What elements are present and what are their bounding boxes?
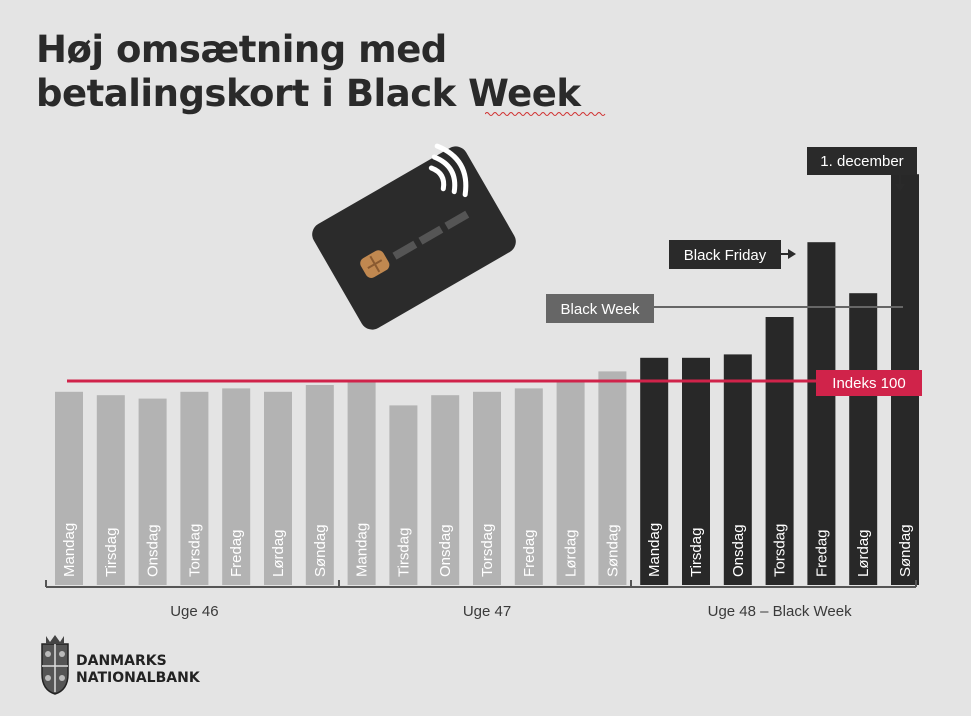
bar-label-9: Onsdag <box>437 524 454 577</box>
title-line-2: betalingskort i Black Week <box>36 72 581 115</box>
black-week-label: Black Week <box>561 301 640 318</box>
payment-card-icon <box>312 143 516 330</box>
bar-label-17: Torsdag <box>772 524 789 577</box>
bar-label-5: Lørdag <box>270 529 287 577</box>
bar-9 <box>431 395 460 585</box>
spellcheck-underline <box>485 112 606 116</box>
bar-label-16: Onsdag <box>730 524 747 577</box>
bar-18 <box>807 242 836 585</box>
bar-label-11: Fredag <box>521 529 538 577</box>
group-label-2: Uge 48 – Black Week <box>708 603 852 620</box>
bar-label-0: Mandag <box>61 523 78 577</box>
bar-label-7: Mandag <box>354 523 371 577</box>
bar-label-12: Lørdag <box>563 529 580 577</box>
bar-label-8: Tirsdag <box>395 528 412 577</box>
bar-label-10: Torsdag <box>479 524 496 577</box>
bar-8 <box>389 405 418 585</box>
bar-3 <box>180 391 209 585</box>
december-label-box <box>807 147 917 175</box>
black-friday-arrow-icon <box>788 249 796 259</box>
december-arrow-icon <box>895 184 905 192</box>
chart-category-labels: Mandag Tirsdag Onsdag Torsdag Fredag Lørdag Sø… <box>61 523 914 577</box>
contactless-icon <box>428 143 469 198</box>
bar-5 <box>264 391 292 585</box>
bar-label-1: Tirsdag <box>103 528 120 577</box>
bar-label-2: Onsdag <box>145 524 162 577</box>
bar-17 <box>765 317 794 585</box>
bar-7 <box>347 381 376 585</box>
bar-13 <box>598 371 627 585</box>
bar-4 <box>222 388 251 585</box>
bar-label-13: Søndag <box>604 524 621 577</box>
bar-6 <box>305 385 334 585</box>
title-line-1: Høj omsætning med <box>36 28 447 71</box>
bar-2 <box>138 398 167 585</box>
logo-line-1: DANMARKS <box>76 653 167 669</box>
chart-bars <box>55 174 919 585</box>
black-friday-label-box <box>669 240 781 269</box>
bar-0 <box>55 391 83 585</box>
bar-label-6: Søndag <box>312 524 329 577</box>
bar-label-15: Tirsdag <box>688 528 705 577</box>
black-week-label-box <box>546 294 654 323</box>
page-title: Høj omsætning med betalingskort i Black … <box>36 28 581 116</box>
bar-19 <box>849 293 878 585</box>
december-label: 1. december <box>820 153 903 170</box>
bar-label-4: Fredag <box>228 529 245 577</box>
bar-label-20: Søndag <box>897 524 914 577</box>
index-label-box <box>816 370 922 396</box>
logo-line-2: NATIONALBANK <box>76 670 200 686</box>
bar-11 <box>514 388 543 585</box>
chart-x-axis: Uge 46 Uge 47 Uge 48 – Black Week <box>45 580 917 620</box>
bar-label-14: Mandag <box>646 523 663 577</box>
bar-12 <box>556 381 585 585</box>
logo-text: DANMARKS NATIONALBANK <box>76 653 200 687</box>
bar-14 <box>640 357 669 585</box>
nationalbank-logo <box>41 635 69 695</box>
bar-label-19: Lørdag <box>855 529 872 577</box>
group-label-0: Uge 46 <box>170 603 218 620</box>
bar-1 <box>96 395 125 585</box>
bar-15 <box>682 357 710 585</box>
bar-label-3: Torsdag <box>186 524 203 577</box>
index-label: Indeks 100 <box>832 375 905 392</box>
black-friday-label: Black Friday <box>684 247 767 264</box>
coat-of-arms-icon <box>41 635 69 695</box>
group-label-1: Uge 47 <box>463 603 511 620</box>
chart-annotations: 1. december Black Friday Black Week <box>546 147 917 323</box>
bar-label-18: Fredag <box>813 529 830 577</box>
card-chip-icon <box>360 250 390 278</box>
chart-reference-line: Indeks 100 <box>67 370 922 396</box>
bar-16 <box>723 354 752 585</box>
bar-10 <box>473 391 501 585</box>
